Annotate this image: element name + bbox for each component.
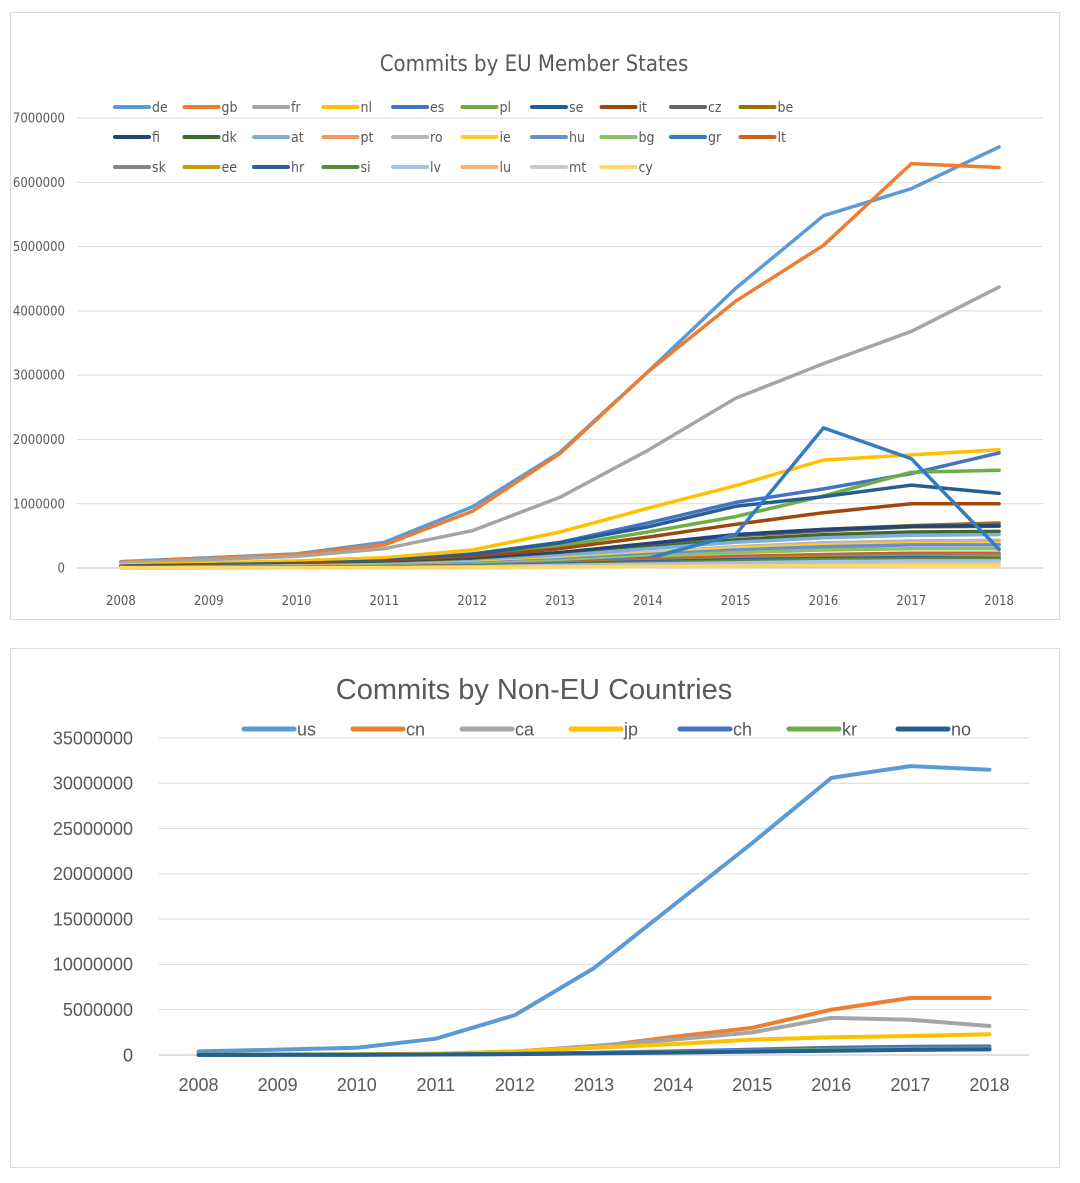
legend-label-mt: mt — [569, 160, 586, 176]
legend-label-sk: sk — [152, 160, 167, 176]
legend-label-ro: ro — [430, 130, 443, 146]
series-line-fr — [119, 285, 1001, 565]
legend-label-pt: pt — [361, 130, 374, 146]
eu-chart-panel: Commits by EU Member States 0 1000000 20000… — [10, 12, 1060, 620]
legend-label-dk: dk — [222, 130, 238, 146]
x-tick-label: 2010 — [282, 594, 312, 609]
y-tick-label: 5000000 — [13, 240, 65, 255]
x-tick-label: 2015 — [721, 594, 751, 609]
y-tick-label: 20000000 — [53, 864, 133, 884]
non-eu-commits-chart: Commits by Non-EU Countries 0 5000000 10000… — [53, 674, 1029, 1095]
x-tick-label: 2017 — [896, 594, 926, 609]
legend-label-it: it — [639, 100, 648, 116]
x-tick-label: 2016 — [809, 594, 839, 609]
y-tick-label: 35000000 — [53, 728, 133, 748]
x-tick-label: 2011 — [416, 1075, 455, 1095]
y-tick-label: 4000000 — [13, 304, 65, 319]
x-tick-label: 2018 — [969, 1075, 1009, 1095]
y-tick-label: 15000000 — [53, 909, 133, 929]
series-line-de — [119, 145, 1001, 564]
legend-label-bg: bg — [639, 130, 655, 146]
x-tick-label: 2013 — [545, 594, 575, 609]
non-eu-chart-panel: Commits by Non-EU Countries 0 5000000 10000… — [10, 648, 1060, 1168]
legend-label-at: at — [291, 130, 304, 146]
legend-label-es: es — [430, 100, 444, 116]
legend-label-no: no — [951, 719, 971, 739]
x-tick-label: 2013 — [574, 1075, 614, 1095]
legend-label-us: us — [297, 719, 316, 739]
legend-label-se: se — [569, 100, 584, 116]
legend-label-kr: kr — [842, 719, 857, 739]
x-tick-label: 2012 — [457, 594, 487, 609]
y-tick-label: 30000000 — [53, 774, 133, 794]
x-tick-label: 2010 — [337, 1075, 377, 1095]
x-tick-label: 2017 — [890, 1075, 930, 1095]
y-tick-label: 0 — [123, 1045, 133, 1065]
legend-label-pl: pl — [500, 100, 512, 116]
legend-label-ee: ee — [222, 160, 238, 176]
series-line-cy — [119, 563, 1001, 570]
legend-label-gb: gb — [222, 100, 238, 116]
legend-label-be: be — [778, 100, 794, 116]
y-tick-label: 1000000 — [13, 497, 65, 512]
legend-label-si: si — [361, 160, 371, 176]
legend-label-lu: lu — [500, 160, 511, 176]
x-tick-label: 2008 — [106, 594, 136, 609]
eu-commits-chart: Commits by EU Member States 0 1000000 20000… — [13, 52, 1043, 609]
x-tick-label: 2008 — [179, 1075, 219, 1095]
x-tick-label: 2009 — [258, 1075, 298, 1095]
legend-label-nl: nl — [361, 100, 372, 116]
legend-label-fr: fr — [291, 100, 301, 116]
legend-label-cy: cy — [639, 160, 654, 176]
legend-label-ie: ie — [500, 130, 512, 146]
legend-label-ch: ch — [733, 719, 752, 739]
x-tick-label: 2014 — [653, 1075, 693, 1095]
series-line-gb — [119, 161, 1001, 564]
legend-label-de: de — [152, 100, 168, 116]
legend-label-hr: hr — [291, 160, 305, 176]
x-tick-label: 2012 — [495, 1075, 535, 1095]
legend-label-fi: fi — [152, 130, 160, 146]
x-tick-label: 2016 — [811, 1075, 851, 1095]
x-tick-label: 2018 — [984, 594, 1014, 609]
x-tick-label: 2015 — [732, 1075, 772, 1095]
chart-title: Commits by EU Member States — [380, 52, 689, 77]
chart-title: Commits by Non-EU Countries — [336, 674, 732, 706]
y-tick-label: 0 — [58, 562, 65, 577]
y-tick-label: 7000000 — [13, 112, 65, 127]
legend-label-gr: gr — [708, 130, 722, 146]
x-tick-label: 2014 — [633, 594, 663, 609]
y-tick-label: 5000000 — [63, 1000, 133, 1020]
legend-label-cn: cn — [406, 719, 425, 739]
x-tick-label: 2009 — [194, 594, 224, 609]
y-tick-label: 2000000 — [13, 433, 65, 448]
y-tick-label: 25000000 — [53, 819, 133, 839]
series-line-nl — [119, 447, 1001, 567]
series-line-no — [196, 1047, 992, 1057]
x-tick-label: 2011 — [369, 594, 399, 609]
legend-label-lt: lt — [778, 130, 787, 146]
legend-label-ca: ca — [515, 719, 535, 739]
legend-label-jp: jp — [623, 719, 638, 739]
legend-label-cz: cz — [708, 100, 722, 116]
y-tick-label: 6000000 — [13, 176, 65, 191]
y-tick-label: 3000000 — [13, 369, 65, 384]
series-line-us — [196, 764, 992, 1054]
legend-label-lv: lv — [430, 160, 442, 176]
legend-label-hu: hu — [569, 130, 585, 146]
y-tick-label: 10000000 — [53, 955, 133, 975]
